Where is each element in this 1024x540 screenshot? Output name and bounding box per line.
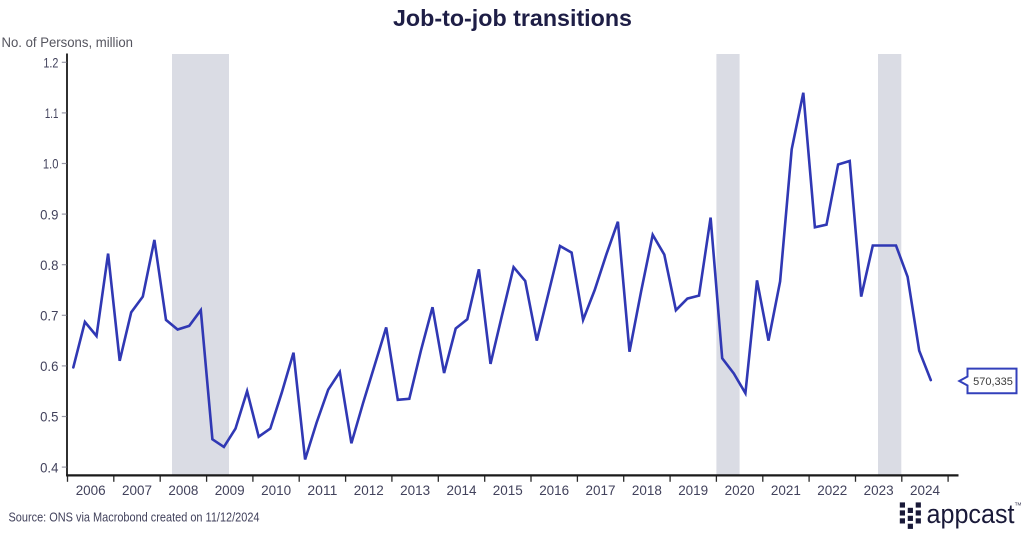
svg-text:2020: 2020 (725, 483, 755, 498)
svg-text:2011: 2011 (307, 483, 337, 498)
svg-text:2015: 2015 (493, 483, 523, 498)
svg-text:2014: 2014 (447, 483, 477, 498)
svg-text:1.2: 1.2 (43, 55, 58, 71)
svg-text:2021: 2021 (771, 483, 801, 498)
svg-text:0.6: 0.6 (40, 358, 58, 374)
svg-text:2016: 2016 (539, 483, 569, 498)
svg-text:2024: 2024 (910, 483, 940, 498)
svg-text:2022: 2022 (817, 483, 847, 498)
svg-text:0.8: 0.8 (40, 257, 58, 273)
svg-text:1.0: 1.0 (43, 156, 59, 172)
svg-text:TM: TM (1015, 502, 1022, 507)
svg-text:Source: ONS via Macrobond crea: Source: ONS via Macrobond created on 11/… (9, 510, 260, 525)
svg-text:0.7: 0.7 (40, 308, 58, 324)
svg-text:570,335: 570,335 (973, 376, 1013, 388)
svg-text:0.4: 0.4 (40, 459, 58, 475)
svg-text:2008: 2008 (168, 483, 198, 498)
svg-text:2013: 2013 (400, 483, 430, 498)
svg-text:2023: 2023 (864, 483, 894, 498)
svg-text:0.9: 0.9 (40, 206, 58, 222)
svg-text:2012: 2012 (354, 483, 384, 498)
svg-text:2019: 2019 (678, 483, 708, 498)
svg-text:2017: 2017 (586, 483, 616, 498)
svg-text:No. of Persons, million: No. of Persons, million (2, 34, 134, 50)
svg-text:2007: 2007 (122, 483, 152, 498)
svg-text:0.5: 0.5 (40, 409, 58, 425)
svg-text:2009: 2009 (215, 483, 245, 498)
svg-text:2010: 2010 (261, 483, 291, 498)
svg-text:1.1: 1.1 (45, 105, 59, 121)
svg-text:appcast: appcast (927, 499, 1015, 529)
svg-text:2006: 2006 (76, 483, 106, 498)
svg-text:2018: 2018 (632, 483, 662, 498)
svg-text:Job-to-job transitions: Job-to-job transitions (393, 5, 632, 31)
